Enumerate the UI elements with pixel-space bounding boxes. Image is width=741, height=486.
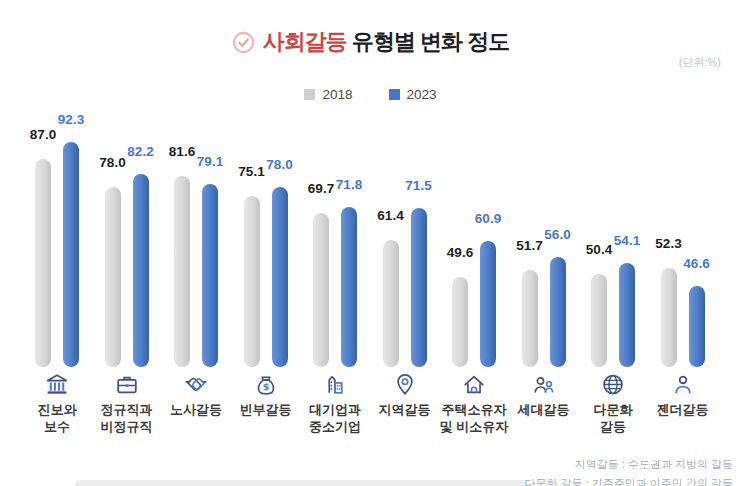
category-label: 노사갈등 xyxy=(170,401,222,418)
category-label: 다문화갈등 xyxy=(594,401,633,435)
bar-2018 xyxy=(244,196,260,367)
category-label: 젠더갈등 xyxy=(657,401,709,418)
bar-2023 xyxy=(411,208,427,367)
value-2023: 92.3 xyxy=(58,112,84,128)
house-icon xyxy=(462,372,487,401)
bar-2023 xyxy=(202,184,218,367)
bar-2023 xyxy=(550,257,566,367)
category-label: 진보와보수 xyxy=(38,401,77,435)
value-2018: 50.4 xyxy=(586,242,612,258)
value-2018: 87.0 xyxy=(30,127,56,143)
value-2023: 54.1 xyxy=(614,233,640,249)
bar-group-1: 87.092.3 진보와보수 xyxy=(22,0,92,486)
value-2023: 56.0 xyxy=(544,227,570,243)
briefcase-icon xyxy=(114,372,139,401)
value-2018: 81.6 xyxy=(169,144,195,160)
bar-2018 xyxy=(383,240,399,367)
bar-2018 xyxy=(105,187,121,367)
value-2018: 78.0 xyxy=(99,155,125,171)
bar-2023 xyxy=(133,174,149,367)
bar-group-2: 78.082.2 정규직과비정규직 xyxy=(92,0,162,486)
mappin-icon xyxy=(392,372,417,401)
bar-group-5: 69.771.8 대기업과중소기업 xyxy=(300,0,370,486)
buildings-icon xyxy=(323,372,348,401)
footnotes: 지역갈등 : 수도권과 지방의 갈등다문화 갈등 : 기존주민과 이주민 간의 … xyxy=(525,455,733,486)
value-2023: 71.8 xyxy=(336,177,362,193)
bar-group-7: 49.6 60.9 주택소유자및 비소유자 xyxy=(439,0,509,486)
bar-2018 xyxy=(313,213,329,367)
bar-2023 xyxy=(272,187,288,367)
category-label: 주택소유자및 비소유자 xyxy=(440,401,509,435)
bar-group-10: 52.346.6 젠더갈등 xyxy=(648,0,718,486)
value-2018: 52.3 xyxy=(655,236,681,252)
bar-2023 xyxy=(341,207,357,367)
bank-icon xyxy=(45,372,70,401)
value-2023: 79.1 xyxy=(197,154,223,170)
value-2023: 82.2 xyxy=(127,144,153,160)
category-label: 빈부갈등 xyxy=(240,401,292,418)
bar-2018 xyxy=(591,274,607,367)
globe-icon xyxy=(601,372,626,401)
bar-2018 xyxy=(522,270,538,367)
bar-2023 xyxy=(63,142,79,367)
bar-group-9: 50.454.1 다문화갈등 xyxy=(578,0,648,486)
people-icon xyxy=(531,372,556,401)
value-2018: 51.7 xyxy=(516,238,542,254)
value-2023: 46.6 xyxy=(683,256,709,272)
bar-group-6: 61.471.5 지역갈등 xyxy=(370,0,440,486)
bar-group-3: 81.679.1 노사갈등 xyxy=(161,0,231,486)
footnote-line: 지역갈등 : 수도권과 지방의 갈등 xyxy=(525,455,733,474)
value-2023: 60.9 xyxy=(475,211,501,227)
category-label: 세대갈등 xyxy=(518,401,570,418)
footnote-line: 다문화 갈등 : 기존주민과 이주민 간의 갈등 xyxy=(525,474,733,486)
handshake-icon xyxy=(184,372,209,401)
value-2018: 69.7 xyxy=(308,181,334,197)
bar-2018 xyxy=(661,268,677,367)
bar-group-4: 75.178.0 $ 빈부갈등 xyxy=(231,0,301,486)
svg-text:$: $ xyxy=(262,381,269,392)
bar-2018 xyxy=(174,176,190,367)
bar-2018 xyxy=(452,277,468,367)
category-label: 대기업과중소기업 xyxy=(309,401,361,435)
person-icon xyxy=(670,372,695,401)
category-label: 지역갈등 xyxy=(379,401,431,418)
value-2018: 49.6 xyxy=(447,245,473,261)
value-2018: 75.1 xyxy=(238,164,264,180)
cutoff-section-edge xyxy=(75,480,530,486)
bar-2023 xyxy=(480,241,496,367)
social-conflict-chart-page: 사회갈등 유형별 변화 정도 (단위:%) 20182023 87.092.3진… xyxy=(0,0,741,486)
bar-chart: 87.092.3진보와보수78.082.2정규직과비정규직81.679.1노사갈… xyxy=(0,0,741,486)
value-2018: 61.4 xyxy=(377,208,403,224)
moneybag-icon: $ xyxy=(253,372,278,401)
bar-2018 xyxy=(35,159,51,367)
category-label: 정규직과비정규직 xyxy=(101,401,153,435)
bar-group-8: 51.756.0 세대갈등 xyxy=(509,0,579,486)
bar-2023 xyxy=(619,263,635,367)
value-2023: 78.0 xyxy=(266,157,292,173)
value-2023: 71.5 xyxy=(405,178,431,194)
bar-2023 xyxy=(689,286,705,367)
